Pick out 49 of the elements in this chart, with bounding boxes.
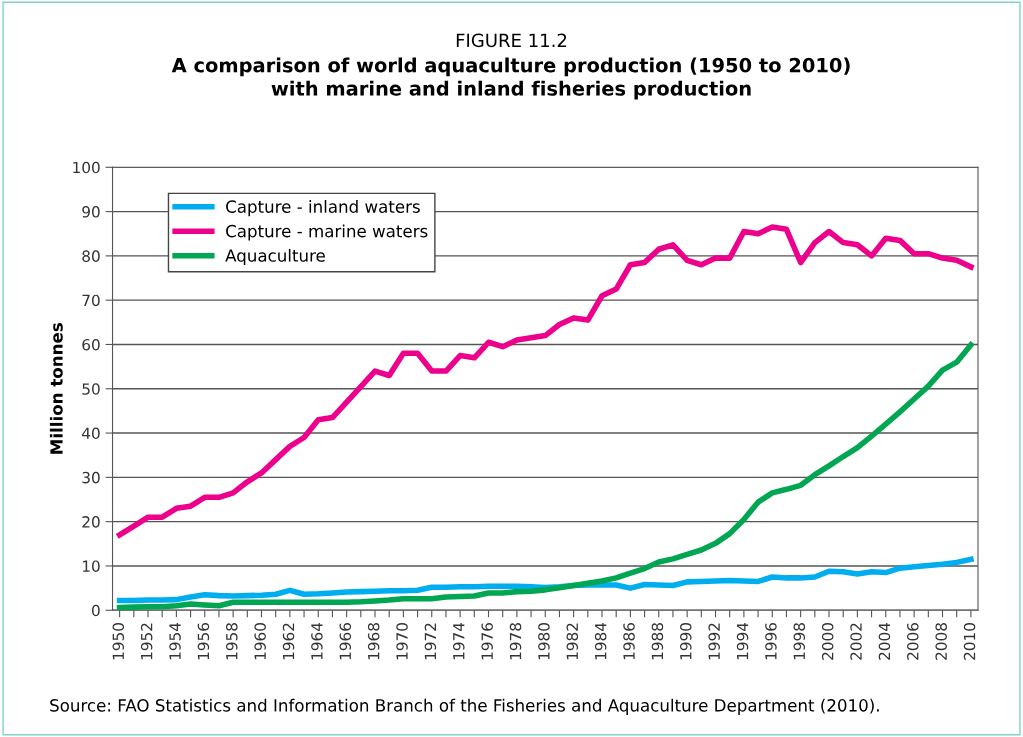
y-tick-label: 30 <box>82 471 100 484</box>
x-tick-label: 1960 <box>254 623 266 660</box>
x-tick-label: 2008 <box>935 623 947 660</box>
x-tick-label: 1950 <box>112 623 125 660</box>
x-tick-label: 2004 <box>878 622 891 660</box>
x-tick-label: 1956 <box>197 623 210 660</box>
x-tick-label: 1980 <box>538 623 550 660</box>
x-tick-label: 1978 <box>509 623 522 660</box>
x-tick-label: 1994 <box>736 622 749 660</box>
x-tick-label: 1972 <box>424 623 437 660</box>
y-tick-label: 40 <box>82 427 100 440</box>
source-note: Source: FAO Statistics and Information Branch of the Fisheries and Aquaculture Department (2010). <box>50 698 879 715</box>
y-tick-label: 60 <box>82 338 100 351</box>
x-tick-label: 1984 <box>594 622 607 660</box>
x-tick-label: 1954 <box>169 622 181 660</box>
y-tick-label: 90 <box>82 206 100 218</box>
y-tick-label: 50 <box>82 383 100 395</box>
x-tick-label: 1966 <box>339 623 352 660</box>
x-tick-label: 1964 <box>311 622 323 660</box>
x-tick-label: 1974 <box>453 622 465 660</box>
chart-subtitle: A comparison of world aquaculture production (1950 to 2010) with marine and inland fisheries production <box>171 57 850 100</box>
y-tick-label: 100 <box>73 161 100 174</box>
y-tick-label: 0 <box>92 604 100 617</box>
x-tick-label: 1952 <box>140 623 153 660</box>
x-tick-label: 1992 <box>708 623 720 660</box>
x-tick-label: 1990 <box>680 623 692 660</box>
legend-label: Capture - inland waters <box>226 200 420 217</box>
x-tick-label: 1996 <box>765 623 777 660</box>
x-tick-label: 2006 <box>907 623 919 660</box>
x-tick-label: 1962 <box>282 623 295 660</box>
legend-label: Aquaculture <box>225 248 325 266</box>
x-tick-label: 1998 <box>793 623 806 660</box>
y-tick-label: 80 <box>82 250 100 262</box>
x-tick-label: 1958 <box>226 623 238 660</box>
x-tick-label: 1986 <box>623 623 635 660</box>
x-tick-label: 1982 <box>566 623 579 660</box>
x-tick-label: 1970 <box>396 623 408 660</box>
x-tick-label: 1988 <box>651 623 664 660</box>
x-tick-label: 2010 <box>963 623 976 660</box>
x-tick-label: 2000 <box>821 623 834 660</box>
x-tick-label: 1968 <box>367 623 380 660</box>
chart-title: FIGURE 11.2 <box>456 33 567 48</box>
legend-label: Capture - marine waters <box>226 224 428 241</box>
y-tick-label: 20 <box>82 516 100 528</box>
y-tick-label: 70 <box>82 294 100 307</box>
y-tick-label: 10 <box>82 560 100 572</box>
x-tick-label: 1976 <box>481 623 493 660</box>
x-tick-label: 2002 <box>850 623 862 660</box>
y-axis-title: Million tonnes <box>49 323 63 454</box>
